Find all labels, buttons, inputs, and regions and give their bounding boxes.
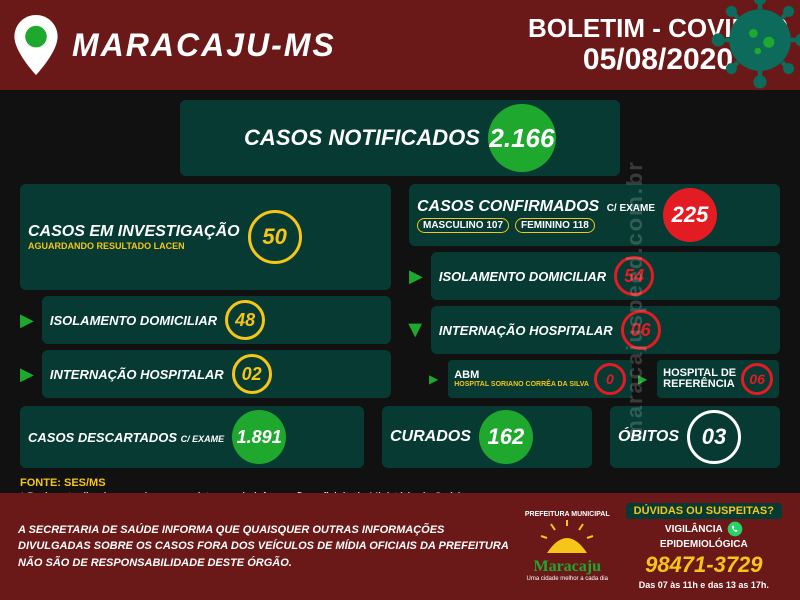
city-name: MARACAJU-MS <box>72 27 336 64</box>
deaths-label: ÓBITOS <box>618 428 679 446</box>
arrow-icon: ▶ <box>20 364 34 385</box>
inv-home-row: ▶ ISOLAMENTO DOMICILIAR 48 <box>20 296 391 344</box>
map-pin-icon <box>12 15 60 75</box>
contact-hours: Das 07 às 11h e das 13 as 17h. <box>639 580 769 590</box>
logo-sub: Uma cidade melhor a cada dia <box>527 576 608 582</box>
logo-top: PREFEITURA MUNICIPAL <box>525 511 610 518</box>
abm-value: 0 <box>594 363 626 395</box>
footer-text: A SECRETARIA DE SAÚDE INFORMA QUE QUAISQ… <box>18 522 509 572</box>
discarded-label: CASOS DESCARTADOS C/ EXAME <box>28 430 224 445</box>
confirmed-col: CASOS CONFIRMADOS C/ EXAME MASCULINO 107… <box>409 184 780 398</box>
city-logo: PREFEITURA MUNICIPAL Maracaju Uma cidade… <box>525 511 610 582</box>
cured-card: CURADOS 162 <box>382 406 592 468</box>
inv-home-value: 48 <box>225 300 265 340</box>
notified-value: 2.166 <box>488 104 556 172</box>
inv-hosp-label: INTERNAÇÃO HOSPITALAR <box>50 367 224 382</box>
bottom-row: CASOS DESCARTADOS C/ EXAME 1.891 CURADOS… <box>20 406 780 468</box>
two-col-row: CASOS EM INVESTIGAÇÃO AGUARDANDO RESULTA… <box>20 184 780 398</box>
conf-hosp-value: 06 <box>621 310 661 350</box>
main-content: CASOS NOTIFICADOS 2.166 CASOS EM INVESTI… <box>0 90 800 527</box>
investigation-label: CASOS EM INVESTIGAÇÃO <box>28 223 240 241</box>
abm-label: ABM <box>454 370 589 381</box>
ref-card: HOSPITAL DE REFERÊNCIA 06 <box>657 360 779 398</box>
inv-hosp-row: ▶ INTERNAÇÃO HOSPITALAR 02 <box>20 350 391 398</box>
male-pill: MASCULINO 107 <box>417 218 509 233</box>
footer-bar: A SECRETARIA DE SAÚDE INFORMA QUE QUAISQ… <box>0 493 800 600</box>
investigation-col: CASOS EM INVESTIGAÇÃO AGUARDANDO RESULTA… <box>20 184 391 398</box>
discarded-card: CASOS DESCARTADOS C/ EXAME 1.891 <box>20 406 364 468</box>
conf-hosp-label: INTERNAÇÃO HOSPITALAR <box>439 323 613 338</box>
investigation-value: 50 <box>248 210 302 264</box>
deaths-value: 03 <box>687 410 741 464</box>
conf-home-row: ▶ ISOLAMENTO DOMICILIAR 54 <box>409 252 780 300</box>
inv-home-label: ISOLAMENTO DOMICILIAR <box>50 313 217 328</box>
whatsapp-icon <box>727 521 743 537</box>
notified-card: CASOS NOTIFICADOS 2.166 <box>180 100 620 176</box>
arrow-icon: ▶ <box>429 372 438 386</box>
conf-hosp-row: ▶ INTERNAÇÃO HOSPITALAR 06 <box>409 306 780 354</box>
ref-value: 06 <box>741 363 773 395</box>
arrow-icon: ▶ <box>20 310 34 331</box>
female-pill: FEMININO 118 <box>515 218 595 233</box>
inv-hosp-value: 02 <box>232 354 272 394</box>
arrow-down-icon: ▶ <box>405 323 426 337</box>
confirmed-label: CASOS CONFIRMADOS <box>417 198 599 215</box>
conf-home-value: 54 <box>614 256 654 296</box>
contact-phone: 98471-3729 <box>645 552 762 578</box>
hosp-breakdown: ▶ ABM HOSPITAL SORIANO CORRÊA DA SILVA 0… <box>429 360 780 398</box>
contact-title2: EPIDEMIOLÓGICA <box>660 539 748 550</box>
notified-row: CASOS NOTIFICADOS 2.166 <box>20 100 780 176</box>
discarded-value: 1.891 <box>232 410 286 464</box>
notified-label: CASOS NOTIFICADOS <box>244 125 480 151</box>
source-line1: FONTE: SES/MS <box>20 477 106 489</box>
virus-icon <box>705 0 800 95</box>
cured-label: CURADOS <box>390 428 471 446</box>
abm-card: ABM HOSPITAL SORIANO CORRÊA DA SILVA 0 <box>448 360 632 398</box>
sun-icon <box>537 518 597 558</box>
confirmed-value: 225 <box>663 188 717 242</box>
contact-question: DÚVIDAS OU SUSPEITAS? <box>626 503 782 519</box>
confirmed-suffix: C/ EXAME <box>607 203 655 214</box>
deaths-card: ÓBITOS 03 <box>610 406 780 468</box>
arrow-icon: ▶ <box>409 266 423 287</box>
contact-title1: VIGILÂNCIA <box>665 524 723 535</box>
arrow-icon: ▶ <box>638 372 647 386</box>
conf-home-label: ISOLAMENTO DOMICILIAR <box>439 269 606 284</box>
abm-sub: HOSPITAL SORIANO CORRÊA DA SILVA <box>454 381 589 388</box>
cured-value: 162 <box>479 410 533 464</box>
confirmed-card: CASOS CONFIRMADOS C/ EXAME MASCULINO 107… <box>409 184 780 246</box>
logo-name: Maracaju <box>533 558 601 576</box>
contact-block: DÚVIDAS OU SUSPEITAS? VIGILÂNCIA EPIDEMI… <box>626 503 782 590</box>
investigation-sub: AGUARDANDO RESULTADO LACEN <box>28 241 240 251</box>
ref-label2: REFERÊNCIA <box>663 379 736 390</box>
header-bar: MARACAJU-MS BOLETIM - COVID-19 05/08/202… <box>0 0 800 90</box>
investigation-card: CASOS EM INVESTIGAÇÃO AGUARDANDO RESULTA… <box>20 184 391 290</box>
